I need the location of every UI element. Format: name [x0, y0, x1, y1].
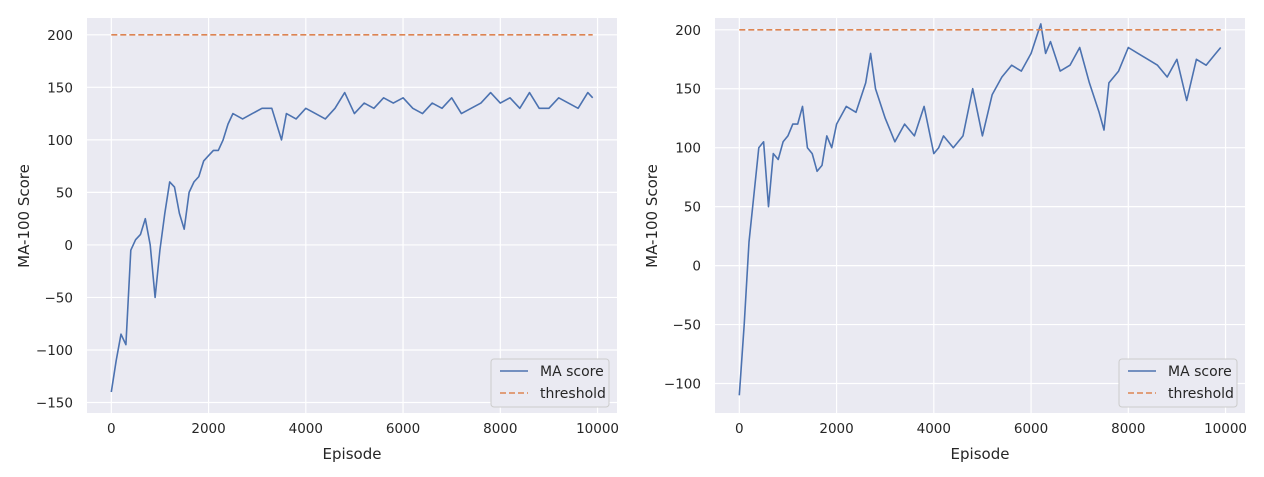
x-axis-label: Episode: [323, 445, 382, 463]
y-tick-label: 0: [692, 259, 701, 275]
x-ticks: 0 2000 4000 6000 8000 10000: [735, 421, 1247, 437]
x-tick-label: 2000: [191, 421, 225, 437]
series-line-ma-score: [110, 91, 594, 393]
x-tick-label: 6000: [386, 421, 420, 437]
y-ticks: −100 −50 0 50 100 150 200: [664, 23, 701, 393]
y-tick-label: 100: [675, 141, 701, 157]
legend: MA score threshold: [1118, 358, 1238, 408]
series-line-ma-score: [738, 23, 1222, 396]
x-tick-label: 8000: [1111, 421, 1145, 437]
y-tick-label: −150: [36, 395, 73, 411]
legend: MA score threshold: [490, 358, 610, 408]
y-tick-label: 200: [47, 28, 73, 44]
y-tick-label: −50: [45, 290, 74, 306]
y-ticks: −150 −100 −50 0 50 100 150 200: [36, 28, 73, 412]
y-tick-label: −50: [673, 318, 702, 334]
y-tick-label: −100: [664, 377, 701, 393]
y-axis-label: MA-100 Score: [15, 164, 33, 268]
plot-area: [87, 18, 617, 413]
plot-area: [715, 18, 1245, 413]
x-tick-label: 10000: [576, 421, 619, 437]
x-tick-label: 8000: [483, 421, 517, 437]
y-tick-label: 200: [675, 23, 701, 39]
x-tick-label: 4000: [289, 421, 323, 437]
legend-label-ma-score: MA score: [1168, 364, 1232, 380]
x-tick-label: 0: [107, 421, 116, 437]
legend-label-threshold: threshold: [540, 386, 606, 402]
y-tick-label: 0: [64, 238, 73, 254]
x-tick-label: 4000: [917, 421, 951, 437]
y-tick-label: 50: [56, 185, 73, 201]
x-axis-label: Episode: [951, 445, 1010, 463]
x-tick-label: 0: [735, 421, 744, 437]
series-layer: [738, 23, 1222, 396]
legend-label-threshold: threshold: [1168, 386, 1234, 402]
y-tick-label: 150: [675, 82, 701, 98]
legend-label-ma-score: MA score: [540, 364, 604, 380]
chart-left: 0 2000 4000 6000 8000 10000 −150 −100 −50 0 50 100…: [15, 18, 619, 463]
x-tick-label: 10000: [1204, 421, 1247, 437]
x-tick-label: 6000: [1014, 421, 1048, 437]
x-tick-label: 2000: [819, 421, 853, 437]
y-tick-label: 50: [684, 200, 701, 216]
chart-right: 0 2000 4000 6000 8000 10000 −100 −50 0 50 100 150 2…: [643, 18, 1247, 463]
y-tick-label: 150: [47, 80, 73, 96]
x-ticks: 0 2000 4000 6000 8000 10000: [107, 421, 619, 437]
y-tick-label: 100: [47, 133, 73, 149]
series-layer: [110, 34, 594, 393]
y-tick-label: −100: [36, 343, 73, 359]
y-axis-label: MA-100 Score: [643, 164, 661, 268]
